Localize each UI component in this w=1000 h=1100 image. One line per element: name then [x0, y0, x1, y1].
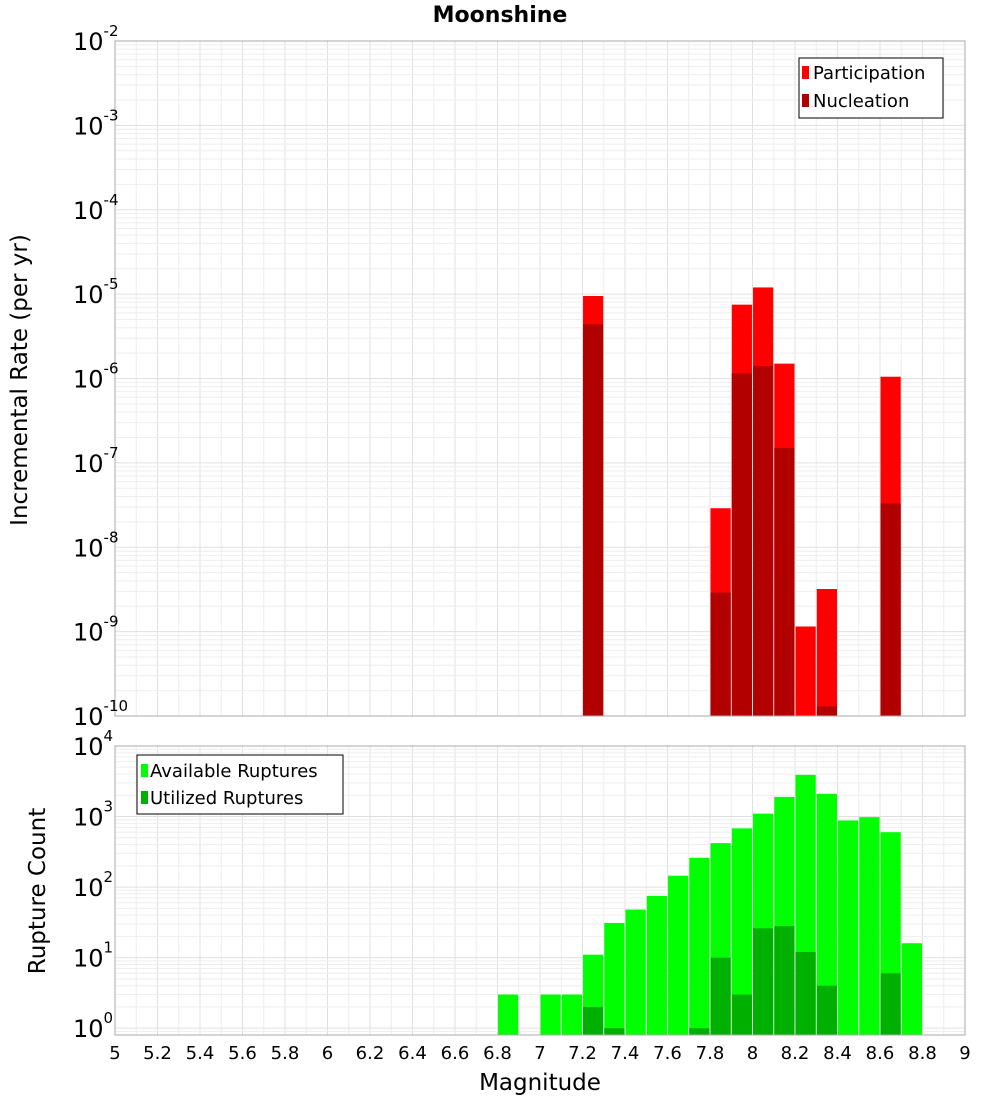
available-swatch: [141, 764, 148, 777]
available-ruptures-bar: [731, 828, 752, 1035]
rate-y-tick-label: 10-2: [73, 22, 119, 56]
utilized-ruptures-bar: [731, 994, 752, 1035]
utilized-swatch: [141, 791, 148, 804]
x-tick-label: 5.2: [143, 1043, 172, 1064]
utilized-ruptures-bar: [774, 926, 795, 1035]
available-ruptures-bars: [498, 774, 922, 1035]
available-legend-label: Available Ruptures: [150, 761, 318, 782]
rate-y-tick-label: 10-7: [73, 444, 119, 478]
x-tick-label: 8: [747, 1043, 758, 1064]
x-tick-label: 5.6: [228, 1043, 257, 1064]
rate-legend-box: [798, 57, 944, 119]
participation-legend-label: Participation: [813, 63, 925, 84]
x-tick-label: 7.6: [653, 1043, 682, 1064]
x-tick-label: 8.4: [823, 1043, 852, 1064]
available-ruptures-bar: [859, 817, 880, 1035]
nucleation-bars: [583, 324, 901, 716]
utilized-ruptures-bar: [795, 952, 816, 1035]
participation-bar: [816, 589, 837, 716]
x-tick-label: 7.2: [568, 1043, 597, 1064]
nucleation-bar: [880, 503, 901, 716]
rate-y-tick-label: 10-10: [73, 697, 128, 731]
chart-title: Moonshine: [433, 3, 568, 28]
available-ruptures-bar: [668, 875, 689, 1035]
x-tick-label: 8.8: [908, 1043, 937, 1064]
available-ruptures-bar: [816, 793, 837, 1035]
count-y-tick-label: 102: [73, 868, 113, 902]
rate-y-ticks: 10-10 10-9 10-8 10-7 10-6 10-5 10-4 10-3 10-2: [73, 22, 128, 731]
rate-y-tick-label: 10-8: [73, 528, 119, 562]
available-ruptures-bar: [540, 994, 561, 1035]
nucleation-swatch: [802, 94, 809, 107]
count-y-tick-label: 100: [73, 1009, 113, 1043]
x-tick-label: 7.4: [611, 1043, 640, 1064]
rate-panel: 10-10 10-9 10-8 10-7 10-6 10-5 10-4 10-3 10-2 In…: [7, 22, 966, 731]
count-y-axis-label: Rupture Count: [25, 808, 51, 974]
utilized-ruptures-bar: [880, 973, 901, 1035]
available-ruptures-bar: [498, 994, 519, 1035]
participation-bar: [795, 626, 816, 716]
count-y-tick-label: 103: [73, 798, 113, 832]
x-tick-label: 5.4: [186, 1043, 215, 1064]
x-tick-label: 7: [534, 1043, 545, 1064]
x-tick-label: 9: [959, 1043, 970, 1064]
x-tick-label: 6.8: [483, 1043, 512, 1064]
utilized-ruptures-bar: [604, 1028, 625, 1035]
x-tick-label: 6: [322, 1043, 333, 1064]
nucleation-bar: [731, 373, 752, 716]
rate-y-tick-label: 10-6: [73, 360, 119, 394]
nucleation-legend-label: Nucleation: [813, 91, 909, 112]
rate-y-tick-label: 10-4: [73, 191, 119, 225]
rate-gridlines: [114, 40, 966, 717]
x-ticks: 5 5.2 5.4 5.6 5.8 6 6.2 6.4 6.6 6.8 7 7.2 7.4 7.6 7.8 8…: [109, 1043, 970, 1064]
x-tick-label: 8.2: [781, 1043, 810, 1064]
x-tick-label: 6.2: [356, 1043, 385, 1064]
available-ruptures-bar: [901, 943, 922, 1035]
x-tick-label: 6.4: [398, 1043, 427, 1064]
utilized-ruptures-bars: [583, 926, 901, 1035]
nucleation-bar: [816, 706, 837, 716]
available-ruptures-bar: [838, 820, 859, 1035]
x-tick-label: 5: [109, 1043, 120, 1064]
utilized-ruptures-bar: [816, 985, 837, 1035]
rate-y-axis-label: Incremental Rate (per yr): [7, 234, 33, 526]
count-legend-box: [136, 754, 344, 815]
nucleation-bar: [583, 324, 604, 716]
x-tick-label: 5.8: [271, 1043, 300, 1064]
available-ruptures-bar: [604, 922, 625, 1035]
participation-swatch: [802, 66, 809, 79]
rate-y-tick-label: 10-9: [73, 613, 119, 647]
rate-legend: Participation Nucleation: [798, 57, 944, 119]
utilized-ruptures-bar: [753, 928, 774, 1035]
utilized-ruptures-bar: [689, 1028, 710, 1035]
count-panel: 100 101 102 103 104 Rupture Count Available …: [25, 727, 966, 1043]
utilized-ruptures-bar: [710, 957, 731, 1035]
count-y-ticks: 100 101 102 103 104: [73, 727, 113, 1043]
available-ruptures-bar: [689, 857, 710, 1035]
nucleation-bar: [710, 592, 731, 716]
available-ruptures-bar: [646, 895, 667, 1035]
nucleation-bar: [774, 448, 795, 716]
available-ruptures-bar: [625, 909, 646, 1035]
utilized-legend-label: Utilized Ruptures: [150, 788, 303, 809]
x-tick-label: 6.6: [441, 1043, 470, 1064]
available-ruptures-bar: [561, 994, 582, 1035]
count-y-tick-label: 101: [73, 939, 113, 973]
x-tick-label: 8.6: [866, 1043, 895, 1064]
count-legend: Available Ruptures Utilized Ruptures: [136, 754, 344, 815]
count-y-tick-label: 104: [73, 727, 113, 761]
rate-y-tick-label: 10-5: [73, 275, 119, 309]
nucleation-bar: [753, 366, 774, 716]
x-tick-label: 7.8: [696, 1043, 725, 1064]
x-axis-label: Magnitude: [479, 1070, 601, 1096]
utilized-ruptures-bar: [583, 1006, 604, 1035]
rate-y-tick-label: 10-3: [73, 106, 119, 140]
